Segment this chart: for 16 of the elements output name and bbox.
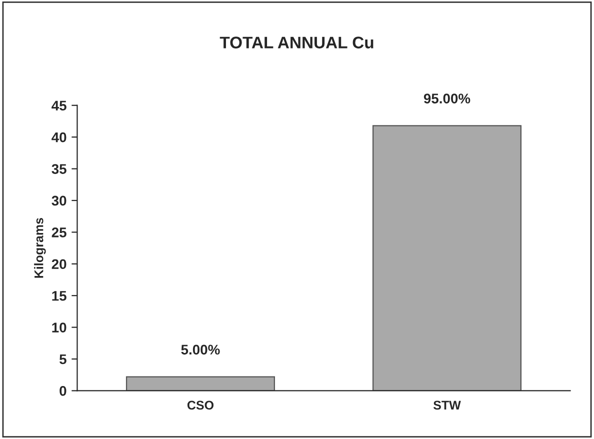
y-tick-label: 25 [52, 228, 66, 238]
x-tick-label: STW [433, 400, 461, 410]
annotation: 5.00% [181, 344, 220, 355]
y-tick-label: 5 [60, 354, 66, 364]
y-axis-title: Kilograms [34, 218, 46, 278]
y-tick-label: 30 [52, 196, 66, 206]
y-tick-label: 40 [52, 132, 66, 142]
y-tick-label: 0 [60, 386, 66, 396]
x-tick-label: CSO [187, 400, 214, 410]
annotation: 95.00% [424, 94, 470, 104]
y-tick-label: 10 [52, 322, 66, 332]
y-tick-label: 45 [52, 100, 66, 111]
chart-title: TOTAL ANNUAL Cu [220, 36, 374, 48]
y-tick-label: 15 [52, 291, 66, 301]
y-tick-label: 20 [52, 259, 66, 270]
y-tick-label: 35 [52, 164, 66, 174]
